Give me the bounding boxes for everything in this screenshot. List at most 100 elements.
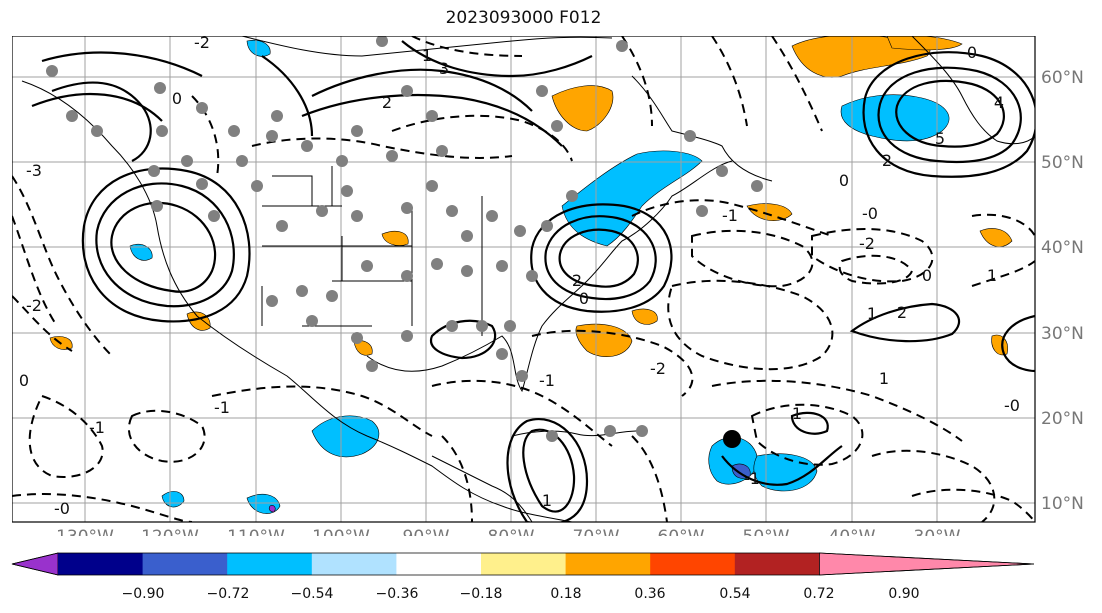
station-dot (496, 348, 508, 360)
colorbar-extend-high (819, 552, 1035, 576)
station-dot (401, 202, 413, 214)
station-dot (461, 265, 473, 277)
colorbar-segment (650, 553, 736, 575)
contour-label: -1 (722, 206, 738, 225)
station-dot (516, 370, 528, 382)
station-dot (446, 320, 458, 332)
station-dot (266, 130, 278, 142)
contour-label: -2 (650, 359, 666, 378)
contour-label: 2 (382, 93, 392, 112)
station-dot (401, 85, 413, 97)
colorbar-ticks: −0.90 −0.72 −0.54 −0.36 −0.18 0.18 0.36 … (122, 586, 920, 602)
station-dot (604, 425, 616, 437)
colorbar-segment (565, 553, 651, 575)
colorbar-segment (481, 553, 567, 575)
station-dot (46, 65, 58, 77)
colorbar-segment (734, 553, 820, 575)
contour-label: 0 (922, 266, 932, 285)
station-dot (66, 110, 78, 122)
station-dot (546, 430, 558, 442)
colorbar-tick-label: 0.90 (888, 586, 919, 602)
contour-label: 0 (967, 43, 977, 62)
colorbar-tick-label: −0.54 (291, 586, 334, 602)
cyan-blob-northatlantic (840, 94, 950, 142)
station-dot (91, 125, 103, 137)
station-dot (361, 260, 373, 272)
station-dot (296, 285, 308, 297)
station-dot (271, 110, 283, 122)
station-dot (541, 220, 553, 232)
contour-label: 0 (19, 371, 29, 390)
station-dot (351, 332, 363, 344)
contour-label: -2 (859, 234, 875, 253)
shaded-fields (49, 36, 1013, 514)
orange-blob-mid2 (631, 308, 658, 325)
lat-axis: 60°N 50°N 40°N 30°N 20°N 10°N (1041, 68, 1084, 514)
dashed-contours (12, 36, 1035, 522)
station-dot (196, 178, 208, 190)
contour-label: -2 (26, 296, 42, 315)
station-dot (514, 225, 526, 237)
lon-tick-label: 130°W (56, 527, 114, 536)
cyan-blob-alaska (246, 39, 271, 57)
station-dot (566, 190, 578, 202)
tropical-cyclone-marker (723, 430, 741, 448)
contour-label: 4 (994, 93, 1004, 112)
contour-label: -1 (744, 469, 760, 488)
station-dot (181, 155, 193, 167)
map-panel: -2 3 2 0 1 4 5 2 0 -3 -1 0 -2 1 -1 -2 2 … (12, 36, 1084, 536)
station-dot (461, 230, 473, 242)
lon-tick-label: 40°W (829, 527, 876, 536)
contour-label: 0 (172, 89, 182, 108)
graticule (12, 36, 1035, 522)
colorbar-tick-label: −0.72 (207, 586, 250, 602)
station-dot (716, 165, 728, 177)
contour-label: 1 (879, 369, 889, 388)
station-dot (208, 210, 220, 222)
colorbar-tick-label: −0.36 (376, 586, 419, 602)
station-dot (266, 295, 278, 307)
orange-blob-mid-atlantic (746, 203, 793, 221)
contour-label: -1 (89, 418, 105, 437)
station-dot (154, 82, 166, 94)
contour-label: -1 (214, 398, 230, 417)
station-dot (486, 210, 498, 222)
station-dot (526, 270, 538, 282)
station-dot (446, 205, 458, 217)
orange-blob-tx (353, 340, 373, 356)
station-dot (684, 130, 696, 142)
map-title: 2023093000 F012 (445, 8, 602, 28)
contour-label: -2 (194, 36, 210, 52)
station-dot (536, 85, 548, 97)
orange-blob-greenland2 (886, 36, 963, 51)
station-dot (228, 125, 240, 137)
blue-blob-tropical (731, 463, 751, 479)
station-dot (196, 102, 208, 114)
station-dot (551, 120, 563, 132)
station-dot (366, 360, 378, 372)
contour-label: 1 (542, 491, 552, 510)
station-dot (148, 165, 160, 177)
colorbar-tick-label: 0.36 (634, 586, 665, 602)
colorbar-segments (11, 552, 1035, 576)
colorbar-segment (396, 553, 482, 575)
map-border (12, 36, 1036, 523)
contour-label: -3 (26, 161, 42, 180)
colorbar-tick-label: 0.18 (550, 586, 581, 602)
station-dot (156, 125, 168, 137)
lon-tick-label: 30°W (914, 527, 961, 536)
colorbar-tick-label: −0.18 (460, 586, 503, 602)
orange-blob-ohio (381, 231, 409, 246)
solid-contours (31, 40, 1035, 522)
station-dot (151, 200, 163, 212)
station-dot (251, 180, 263, 192)
orange-blob-east (979, 228, 1013, 248)
lat-tick-label: 50°N (1041, 153, 1084, 173)
station-dot (401, 330, 413, 342)
colorbar-segment (311, 553, 397, 575)
contour-labels: -2 3 2 0 1 4 5 2 0 -3 -1 0 -2 1 -1 -2 2 … (19, 36, 1020, 518)
contour-label: 5 (935, 129, 945, 148)
station-dot (401, 270, 413, 282)
colorbar: −0.90 −0.72 −0.54 −0.36 −0.18 0.18 0.36 … (11, 552, 1035, 602)
contour-label: 1 (422, 46, 432, 65)
